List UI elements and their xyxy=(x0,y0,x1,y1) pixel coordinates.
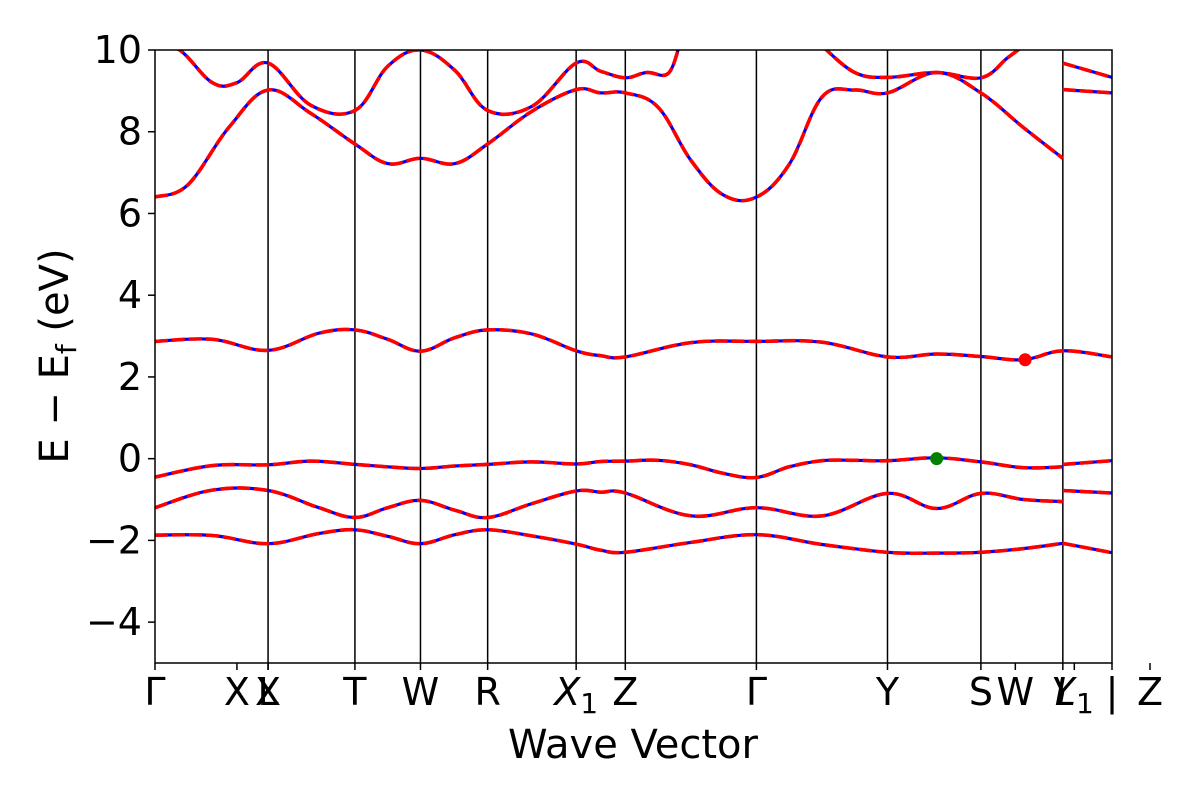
y-tick-label-5: 6 xyxy=(118,191,142,235)
x-axis-ticks: Γ X XL T W R X1 Z Γ Y S W YL1 | Z xyxy=(144,663,1163,720)
plot-frame xyxy=(154,49,1113,664)
y-tick-label-0: −4 xyxy=(86,600,142,644)
x-tick-label-5: W xyxy=(402,670,440,714)
x-tick-label-0: Γ xyxy=(144,670,165,714)
band-8-seg-0-dashed xyxy=(1062,61,1112,80)
x-tick-label-7: X1 xyxy=(552,670,598,720)
y-tick-label-3: 2 xyxy=(118,355,142,399)
y-axis-ticks: −4 −2 0 2 4 6 8 10 xyxy=(86,28,155,644)
y-axis-label-main: E − E xyxy=(32,354,78,464)
y-axis-label-subscript: f xyxy=(50,343,83,354)
x-tick-label-10: Y xyxy=(875,670,900,714)
marker-point-0 xyxy=(930,452,944,466)
x-tick-label-6: R xyxy=(474,670,500,714)
marker-point-1 xyxy=(1018,353,1032,367)
x-tick-label-9: Γ xyxy=(746,670,767,714)
band-9-seg-0-dashed xyxy=(1062,87,1112,95)
band-4-seg-0-dashed xyxy=(155,327,1112,362)
band-5-seg-0-dashed xyxy=(155,70,1064,203)
markers xyxy=(930,353,1032,466)
y-tick-label-4: 4 xyxy=(118,273,142,317)
x-tick-label-8: Z xyxy=(612,670,638,714)
y-axis-label-unit: (eV) xyxy=(32,248,78,344)
band-lines xyxy=(155,50,1112,556)
band-0-seg-0-dashed xyxy=(155,527,1064,556)
band-1-seg-0-dashed xyxy=(155,486,1063,520)
x-tick-label-14: L1 xyxy=(1055,670,1094,720)
x-tick-label-4: T xyxy=(342,670,367,714)
x-tick-label-2: X xyxy=(255,670,281,714)
y-tick-label-6: 8 xyxy=(118,110,142,154)
x-tick-label-15: | xyxy=(1106,670,1119,715)
band-7-seg-0-dashed xyxy=(823,50,1022,81)
x-tick-label-3: L xyxy=(257,670,278,714)
band-6-seg-0-dashed xyxy=(175,50,680,117)
x-axis-label: Wave Vector xyxy=(508,722,759,768)
band-3-seg-0-dashed xyxy=(155,455,1063,480)
x-tick-label-13: Y xyxy=(1051,670,1077,714)
x-tick-label-1: X xyxy=(224,670,250,714)
band-0-seg-1-dashed xyxy=(1062,541,1112,555)
y-tick-label-1: −2 xyxy=(86,518,142,562)
x-tick-label-12: W xyxy=(997,670,1035,714)
y-axis-label: E − Ef (eV) xyxy=(32,248,83,463)
x-tick-label-11: S xyxy=(969,670,993,714)
band-2-seg-0-dashed xyxy=(1062,488,1112,495)
x-tick-label-16: Z xyxy=(1137,670,1163,714)
band-3-seg-1-dashed xyxy=(1062,458,1112,467)
y-tick-label-2: 0 xyxy=(118,437,142,481)
y-tick-label-7: 10 xyxy=(94,28,142,72)
